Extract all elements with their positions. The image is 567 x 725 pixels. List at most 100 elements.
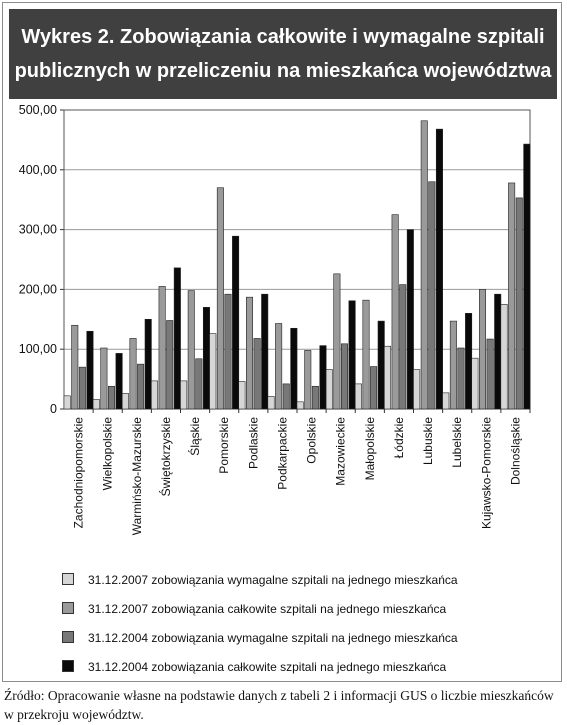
bar (354, 383, 362, 410)
legend-item: 31.12.2007 zobowiązania wymagalne szpita… (62, 568, 542, 592)
bar (428, 181, 436, 410)
y-tick-label: 300,00 (19, 223, 57, 237)
legend-label: 31.12.2007 zobowiązania wymagalne szpita… (88, 573, 458, 587)
source-note: Źródło: Opracowanie własne na podstawie … (4, 688, 554, 722)
bar (261, 293, 269, 410)
bar (224, 293, 232, 410)
bar (253, 338, 261, 410)
bar (362, 299, 370, 410)
bar (494, 293, 502, 410)
bar (195, 358, 203, 410)
x-tick-label: Wielkopolskie (101, 417, 115, 491)
bar (325, 369, 333, 410)
bar (471, 357, 479, 410)
legend-swatch (62, 631, 74, 643)
x-tick-label: Mazowieckie (334, 417, 348, 486)
bar (348, 300, 356, 410)
bar (267, 396, 275, 410)
x-tick-label: Małopolskie (363, 417, 377, 481)
bar (173, 267, 181, 410)
bar (311, 385, 319, 410)
x-tick-label: Podlaskie (246, 417, 260, 469)
legend-label: 31.12.2004 zobowiązania wymagalne szpita… (88, 631, 458, 645)
bar (158, 286, 166, 410)
bar (391, 214, 399, 410)
bar (500, 304, 508, 410)
y-tick-label: 0 (50, 402, 57, 416)
bar (486, 338, 494, 410)
bar (246, 296, 254, 410)
bar (202, 307, 210, 410)
chart-title: Wykres 2. Zobowiązania całkowite i wymag… (9, 9, 557, 99)
x-tick-label: Podkarpackie (275, 417, 289, 490)
x-tick-label: Pomorskie (217, 417, 231, 474)
x-tick-label: Lubelskie (450, 417, 464, 468)
bar (107, 385, 115, 410)
bar (100, 347, 108, 410)
legend-swatch (62, 573, 74, 585)
title-line-1: Wykres 2. Zobowiązania całkowite i wymag… (21, 26, 545, 48)
bar (129, 338, 137, 410)
x-tick-label: Warmińsko-Mazurskie (130, 417, 144, 536)
legend-swatch (62, 660, 74, 672)
legend-item: 31.12.2004 zobowiązania całkowite szpita… (62, 655, 542, 679)
bar (137, 363, 145, 410)
legend-label: 31.12.2004 zobowiązania całkowite szpita… (88, 660, 447, 674)
bar (115, 353, 123, 410)
x-tick-label: Zachodniopomorskie (72, 417, 86, 529)
bar (399, 284, 407, 410)
legend-item: 31.12.2007 zobowiązania całkowite szpita… (62, 597, 542, 621)
bar (232, 235, 240, 410)
bar (465, 313, 473, 410)
bar (515, 197, 523, 410)
bar (296, 401, 304, 410)
bar (370, 366, 378, 410)
x-tick-label: Kujawsko-Pomorskie (479, 417, 493, 529)
y-tick-label: 500,00 (19, 103, 57, 117)
bar (304, 350, 312, 410)
bar (92, 399, 100, 410)
bar (209, 333, 217, 410)
x-tick-label: Dolnośląskie (508, 417, 522, 485)
bar (384, 345, 392, 410)
legend: 31.12.2007 zobowiązania wymagalne szpita… (62, 568, 542, 684)
bar (340, 343, 348, 410)
y-tick-label: 400,00 (19, 163, 57, 177)
x-tick-label: Lubuskie (421, 417, 435, 465)
legend-item: 31.12.2004 zobowiązania wymagalne szpita… (62, 626, 542, 650)
bar (151, 380, 159, 410)
bar (442, 392, 450, 410)
bar (63, 395, 71, 410)
bar (78, 366, 86, 410)
y-tick-label: 100,00 (19, 342, 57, 356)
x-tick-label: Śląskie (187, 417, 202, 456)
y-tick-label: 200,00 (19, 282, 57, 296)
bar (319, 345, 327, 410)
bar (275, 323, 283, 410)
bar (457, 347, 465, 410)
bar (435, 128, 443, 410)
bar (144, 318, 152, 410)
bar (238, 381, 246, 410)
bar (449, 320, 457, 410)
title-line-2: publicznych w przeliczeniu na mieszkańca… (14, 60, 552, 82)
bar-chart: 0 100,00 200,00 300,00 400,00 500,00 Zachodnio… (19, 103, 531, 536)
bar (216, 187, 224, 410)
x-tick-label: Łódzkie (392, 417, 406, 459)
bar (377, 320, 385, 410)
bar (333, 273, 341, 410)
bar (406, 229, 414, 410)
bar (508, 182, 516, 410)
x-tick-label: Świętokrzyskie (158, 417, 173, 497)
x-tick-label: Opolskie (305, 417, 319, 464)
bar (166, 320, 174, 410)
legend-swatch (62, 602, 74, 614)
bar (282, 383, 290, 410)
bar (290, 327, 298, 410)
bar (86, 330, 94, 410)
bar (523, 143, 531, 410)
bar (420, 120, 428, 410)
legend-label: 31.12.2007 zobowiązania całkowite szpita… (88, 602, 447, 616)
bar (479, 289, 487, 410)
bar (71, 324, 79, 410)
